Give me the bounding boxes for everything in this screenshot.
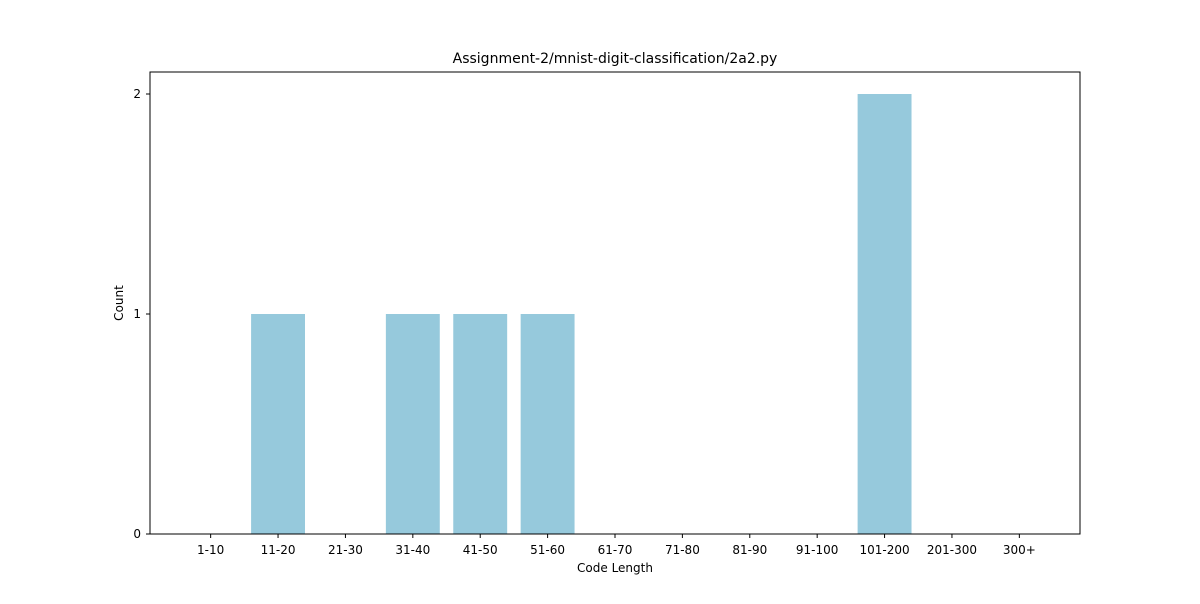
x-tick-label: 41-50 xyxy=(463,543,498,557)
bar-41-50 xyxy=(453,314,508,534)
x-axis-label: Code Length xyxy=(577,561,653,575)
bar-31-40 xyxy=(385,314,440,534)
x-tick-label: 201-300 xyxy=(927,543,977,557)
x-tick-label: 81-90 xyxy=(732,543,767,557)
x-tick-label: 101-200 xyxy=(859,543,909,557)
bar-51-60 xyxy=(520,314,575,534)
y-axis-label: Count xyxy=(112,285,126,321)
x-tick-label: 21-30 xyxy=(328,543,363,557)
y-tick-label: 0 xyxy=(133,527,141,541)
x-tick-label: 11-20 xyxy=(261,543,296,557)
x-tick-label: 31-40 xyxy=(395,543,430,557)
x-axis: 1-10 11-20 21-30 31-40 41-50 51-60 61-70 71-80 8… xyxy=(197,534,1036,557)
x-tick-label: 1-10 xyxy=(197,543,224,557)
x-tick-label: 71-80 xyxy=(665,543,700,557)
chart-title: Assignment-2/mnist-digit-classification/… xyxy=(453,51,778,67)
x-tick-label: 61-70 xyxy=(598,543,633,557)
x-tick-label: 300+ xyxy=(1003,543,1036,557)
x-tick-label: 51-60 xyxy=(530,543,565,557)
y-tick-label: 1 xyxy=(133,307,141,321)
x-tick-label: 91-100 xyxy=(796,543,839,557)
y-axis: 0 1 2 xyxy=(133,87,150,541)
bar-101-200 xyxy=(857,94,912,534)
y-tick-label: 2 xyxy=(133,87,141,101)
bar-11-20 xyxy=(251,314,305,534)
bars-layer xyxy=(251,94,912,534)
